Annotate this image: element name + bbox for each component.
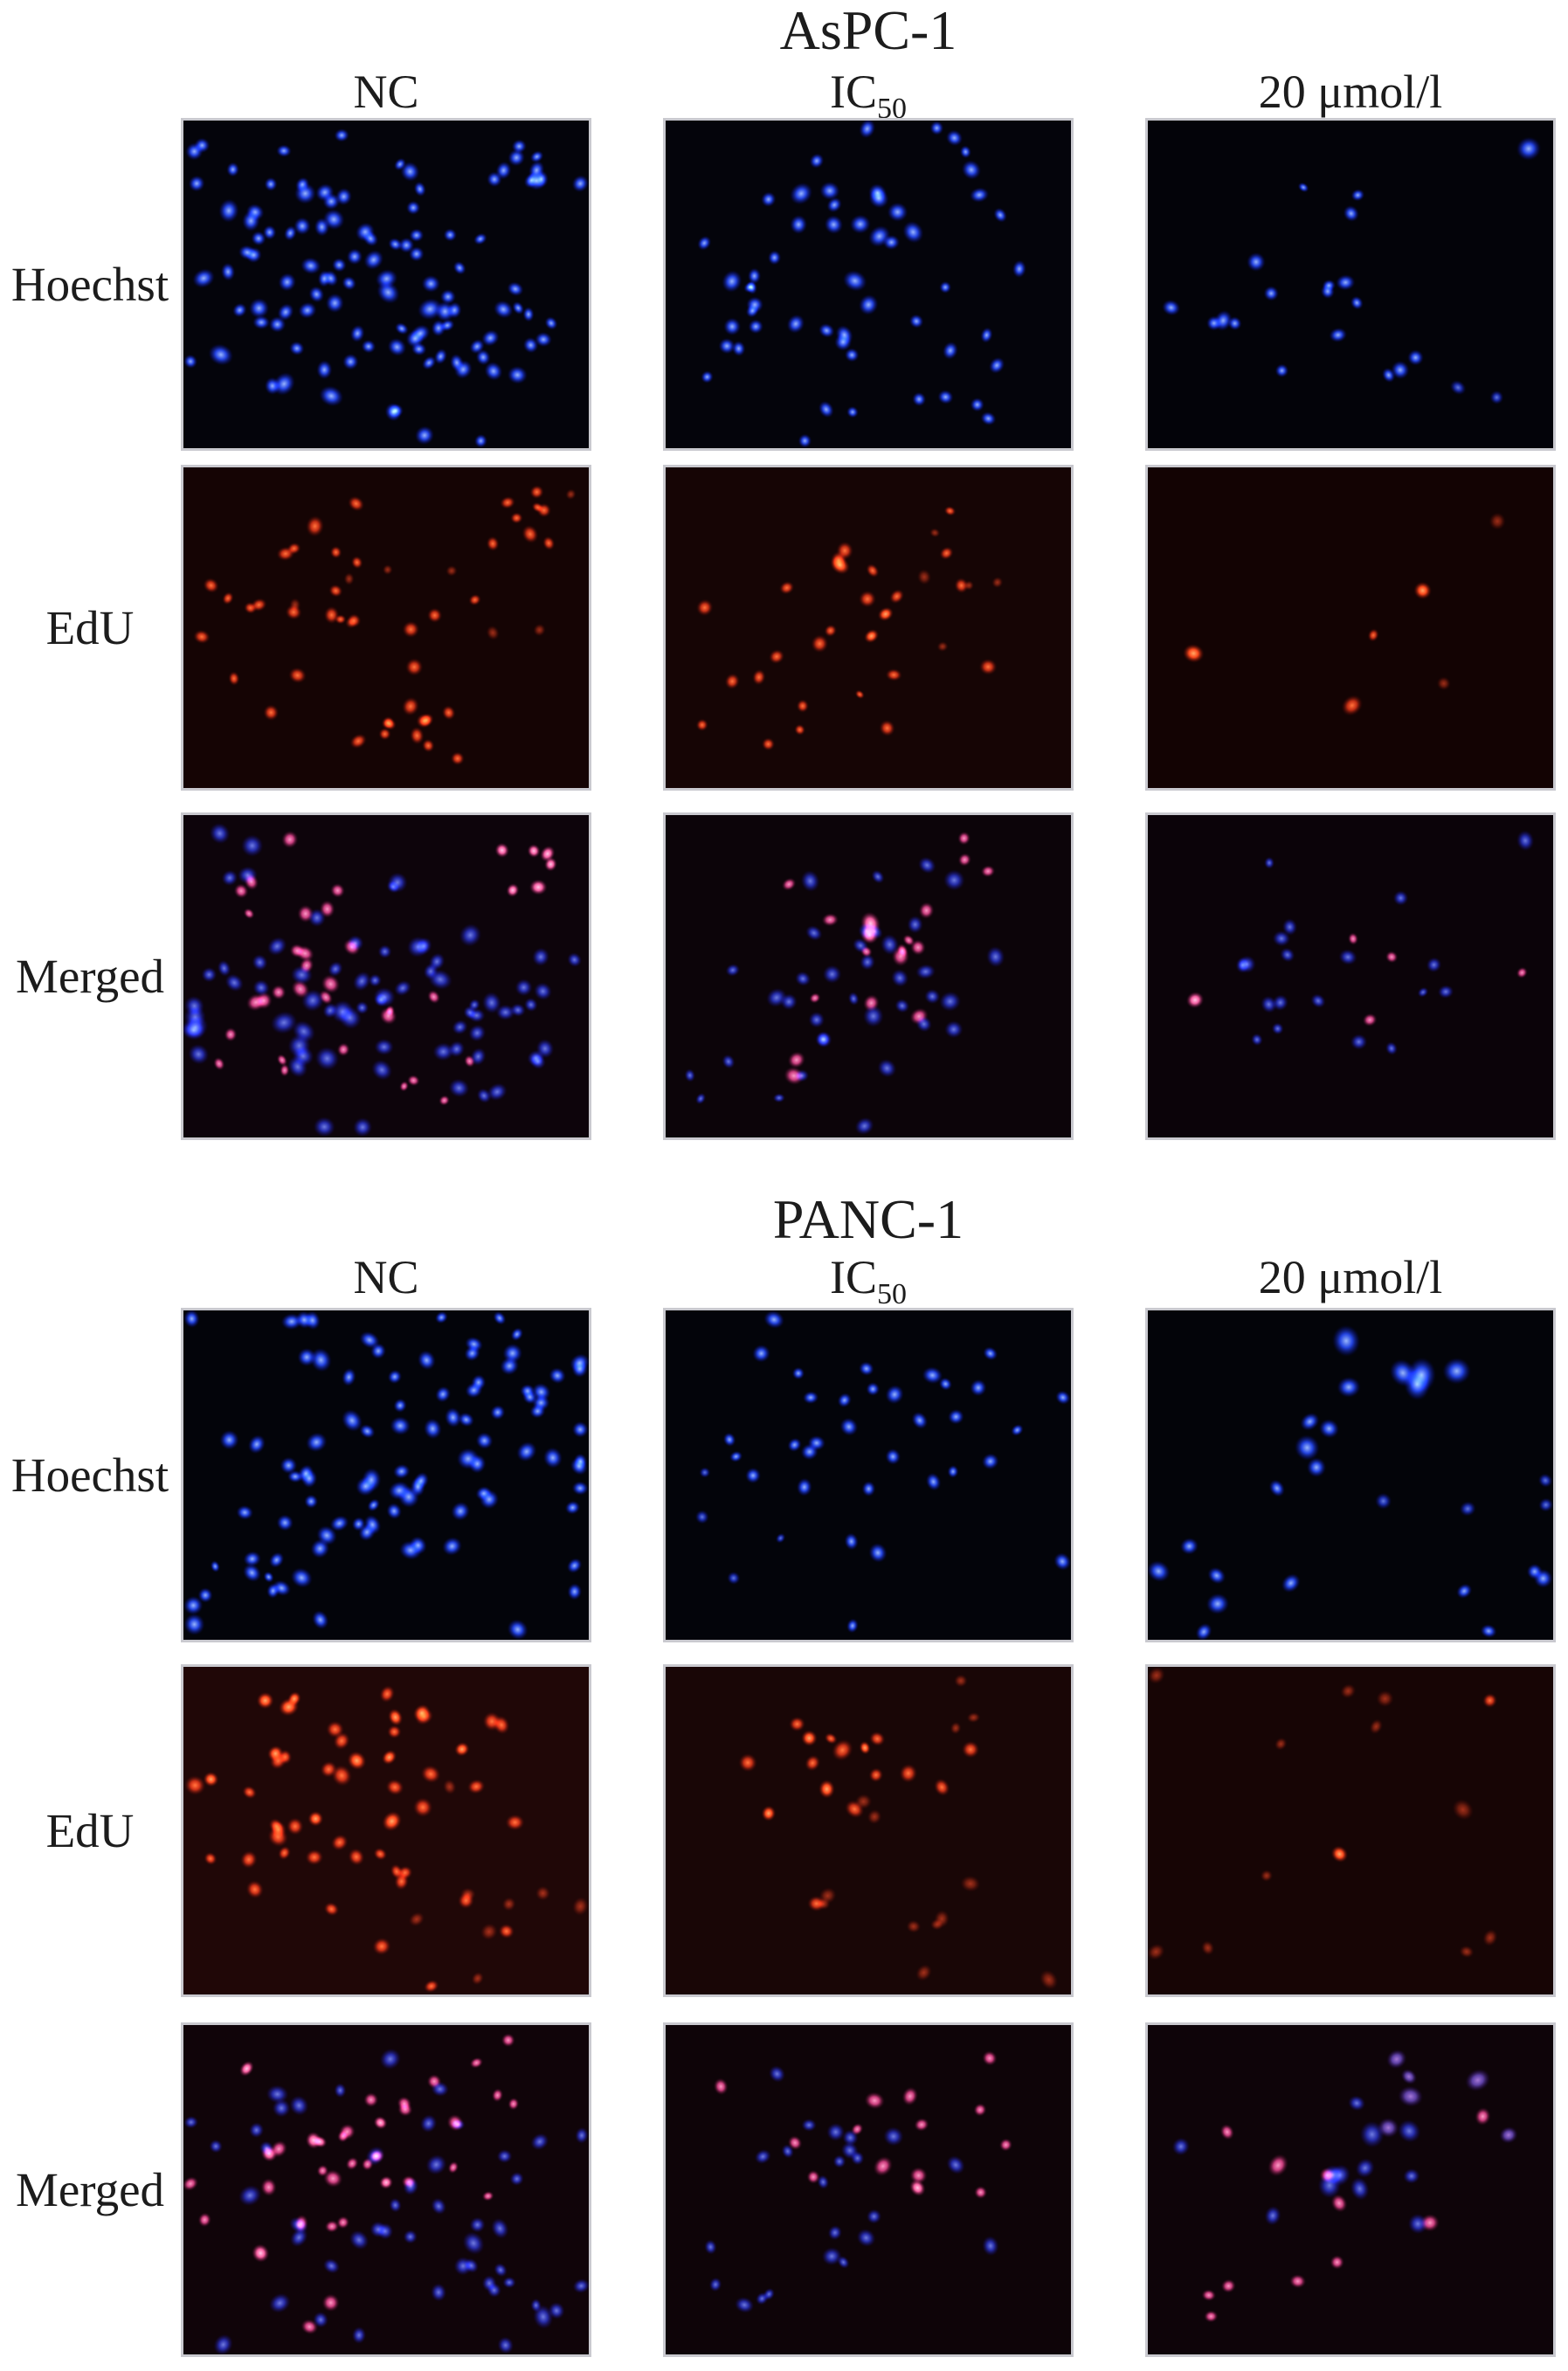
micrograph-aspc1-merged-20 bbox=[1145, 812, 1556, 1140]
micrograph-panc1-merged-20 bbox=[1145, 2022, 1556, 2357]
micrograph-panc1-edu-ic50 bbox=[663, 1664, 1074, 1997]
micrograph-canvas-panc1-edu-nc bbox=[183, 1667, 589, 1994]
column-header-text: 20 μmol/l bbox=[1258, 66, 1443, 118]
column-header-panc1-1: IC50 bbox=[663, 1251, 1074, 1309]
micrograph-canvas-aspc1-edu-nc bbox=[183, 467, 589, 788]
micrograph-canvas-aspc1-edu-20 bbox=[1148, 467, 1553, 788]
micrograph-canvas-aspc1-edu-ic50 bbox=[666, 467, 1071, 788]
micrograph-canvas-aspc1-hoechst-nc bbox=[183, 121, 589, 448]
micrograph-panc1-hoechst-nc bbox=[181, 1308, 591, 1642]
row-label-aspc1-edu: EdU bbox=[45, 601, 135, 654]
column-header-aspc1-2: 20 μmol/l bbox=[1145, 66, 1556, 118]
panel-title-panc1: PANC-1 bbox=[772, 1188, 964, 1250]
micrograph-panc1-merged-nc bbox=[181, 2022, 591, 2357]
column-header-aspc1-1: IC50 bbox=[663, 66, 1074, 123]
micrograph-canvas-panc1-hoechst-nc bbox=[183, 1310, 589, 1640]
micrograph-canvas-panc1-hoechst-ic50 bbox=[666, 1310, 1071, 1640]
column-header-text: IC bbox=[830, 66, 877, 118]
micrograph-aspc1-edu-20 bbox=[1145, 465, 1556, 791]
micrograph-canvas-panc1-edu-20 bbox=[1148, 1667, 1553, 1994]
row-label-panc1-hoechst: Hoechst bbox=[10, 1448, 169, 1502]
column-header-subscript: 50 bbox=[877, 1277, 907, 1310]
micrograph-canvas-panc1-merged-ic50 bbox=[666, 2025, 1071, 2354]
micrograph-canvas-aspc1-merged-nc bbox=[183, 815, 589, 1137]
row-label-panc1-merged: Merged bbox=[15, 2163, 165, 2216]
micrograph-aspc1-merged-ic50 bbox=[663, 812, 1074, 1140]
row-label-aspc1-merged: Merged bbox=[15, 950, 165, 1003]
micrograph-canvas-panc1-edu-ic50 bbox=[666, 1667, 1071, 1994]
micrograph-aspc1-hoechst-nc bbox=[181, 118, 591, 451]
panel-title-aspc1: AsPC-1 bbox=[779, 0, 957, 61]
micrograph-panc1-merged-ic50 bbox=[663, 2022, 1074, 2357]
micrograph-canvas-aspc1-hoechst-ic50 bbox=[666, 121, 1071, 448]
micrograph-aspc1-edu-ic50 bbox=[663, 465, 1074, 791]
micrograph-aspc1-hoechst-20 bbox=[1145, 118, 1556, 451]
micrograph-aspc1-hoechst-ic50 bbox=[663, 118, 1074, 451]
micrograph-panc1-edu-20 bbox=[1145, 1664, 1556, 1997]
column-header-text: 20 μmol/l bbox=[1258, 1251, 1443, 1303]
micrograph-canvas-aspc1-hoechst-20 bbox=[1148, 121, 1553, 448]
column-header-panc1-2: 20 μmol/l bbox=[1145, 1251, 1556, 1303]
micrograph-canvas-panc1-merged-nc bbox=[183, 2025, 589, 2354]
column-header-text: NC bbox=[353, 1251, 419, 1303]
micrograph-canvas-aspc1-merged-20 bbox=[1148, 815, 1553, 1137]
row-label-aspc1-hoechst: Hoechst bbox=[10, 258, 169, 311]
column-header-panc1-0: NC bbox=[181, 1251, 591, 1303]
micrograph-canvas-panc1-hoechst-20 bbox=[1148, 1310, 1553, 1640]
micrograph-aspc1-merged-nc bbox=[181, 812, 591, 1140]
column-header-aspc1-0: NC bbox=[181, 66, 591, 118]
micrograph-canvas-panc1-merged-20 bbox=[1148, 2025, 1553, 2354]
micrograph-canvas-aspc1-merged-ic50 bbox=[666, 815, 1071, 1137]
micrograph-panc1-hoechst-20 bbox=[1145, 1308, 1556, 1642]
micrograph-panc1-hoechst-ic50 bbox=[663, 1308, 1074, 1642]
column-header-text: NC bbox=[353, 66, 419, 118]
micrograph-panc1-edu-nc bbox=[181, 1664, 591, 1997]
micrograph-aspc1-edu-nc bbox=[181, 465, 591, 791]
row-label-panc1-edu: EdU bbox=[45, 1804, 135, 1857]
column-header-text: IC bbox=[830, 1251, 877, 1303]
